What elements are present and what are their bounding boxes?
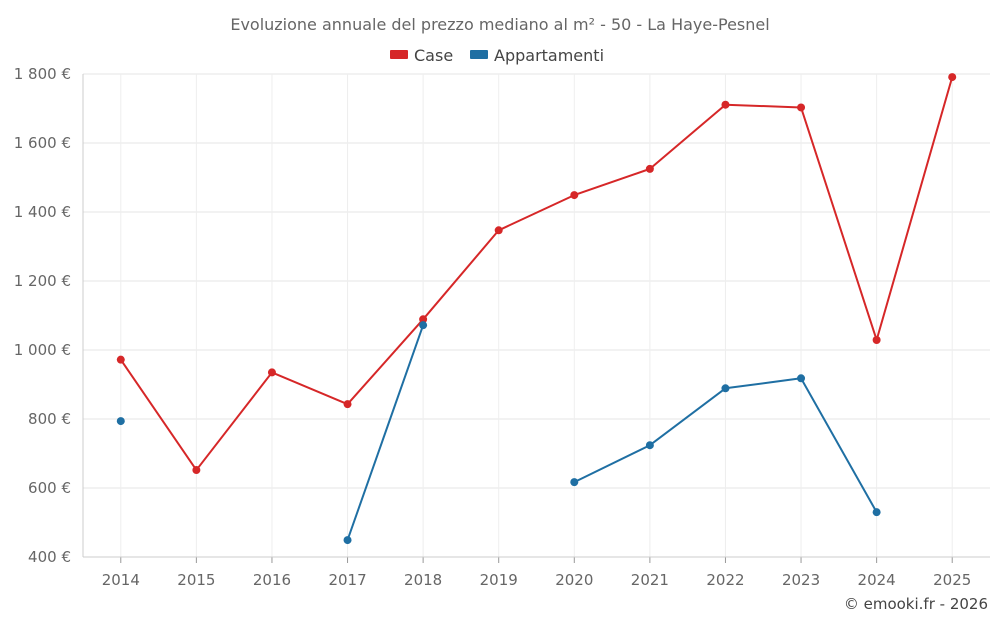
- data-point: [721, 384, 730, 393]
- x-tick-label: 2023: [782, 571, 820, 589]
- series-case: [116, 73, 957, 475]
- x-tick-label: 2025: [933, 571, 971, 589]
- legend-swatch-case: [390, 50, 408, 59]
- data-point: [116, 355, 125, 364]
- data-point: [494, 226, 503, 235]
- data-point: [645, 441, 654, 450]
- legend-label-case: Case: [414, 46, 453, 65]
- x-tick-label: 2014: [102, 571, 140, 589]
- data-point: [192, 466, 201, 475]
- legend: Case Appartamenti: [390, 46, 604, 65]
- grid: [83, 73, 990, 558]
- data-point: [419, 321, 428, 330]
- y-tick-label: 1 600 €: [14, 134, 71, 152]
- data-point: [872, 335, 881, 344]
- y-tick-label: 1 200 €: [14, 272, 71, 290]
- series-line: [119, 76, 954, 472]
- y-tick-label: 1 400 €: [14, 203, 71, 221]
- data-point: [343, 536, 352, 545]
- x-tick-label: 2016: [253, 571, 291, 589]
- data-point: [797, 374, 806, 383]
- data-point: [267, 368, 276, 377]
- credit-text: © emooki.fr - 2026: [844, 595, 988, 613]
- data-point: [570, 478, 579, 487]
- x-tick-label: 2015: [177, 571, 215, 589]
- x-tick-label: 2020: [555, 571, 593, 589]
- series-line: [346, 324, 425, 541]
- chart-title: Evoluzione annuale del prezzo mediano al…: [230, 15, 769, 34]
- legend-swatch-appartamenti: [470, 50, 488, 59]
- legend-label-appartamenti: Appartamenti: [494, 46, 604, 65]
- y-tick-label: 400 €: [28, 548, 71, 566]
- y-tick-label: 1 800 €: [14, 65, 71, 83]
- x-tick-label: 2021: [631, 571, 669, 589]
- data-point: [948, 73, 957, 82]
- y-tick-label: 800 €: [28, 410, 71, 428]
- data-point: [343, 400, 352, 409]
- data-point: [797, 103, 806, 112]
- x-tick-label: 2024: [858, 571, 896, 589]
- data-point: [872, 508, 881, 517]
- data-point: [419, 315, 428, 324]
- y-tick-label: 600 €: [28, 479, 71, 497]
- x-tick-label: 2017: [328, 571, 366, 589]
- series-layer: [116, 73, 957, 545]
- data-point: [116, 417, 125, 426]
- x-tick-label: 2022: [706, 571, 744, 589]
- data-point: [721, 100, 730, 109]
- x-tick-label: 2018: [404, 571, 442, 589]
- series-appartamenti: [116, 321, 881, 545]
- axes: 400 € 600 € 800 € 1 000 € 1 200 € 1 400 € 1 60…: [14, 65, 990, 589]
- y-tick-label: 1 000 €: [14, 341, 71, 359]
- data-point: [645, 164, 654, 173]
- data-point: [570, 191, 579, 200]
- x-tick-label: 2019: [480, 571, 518, 589]
